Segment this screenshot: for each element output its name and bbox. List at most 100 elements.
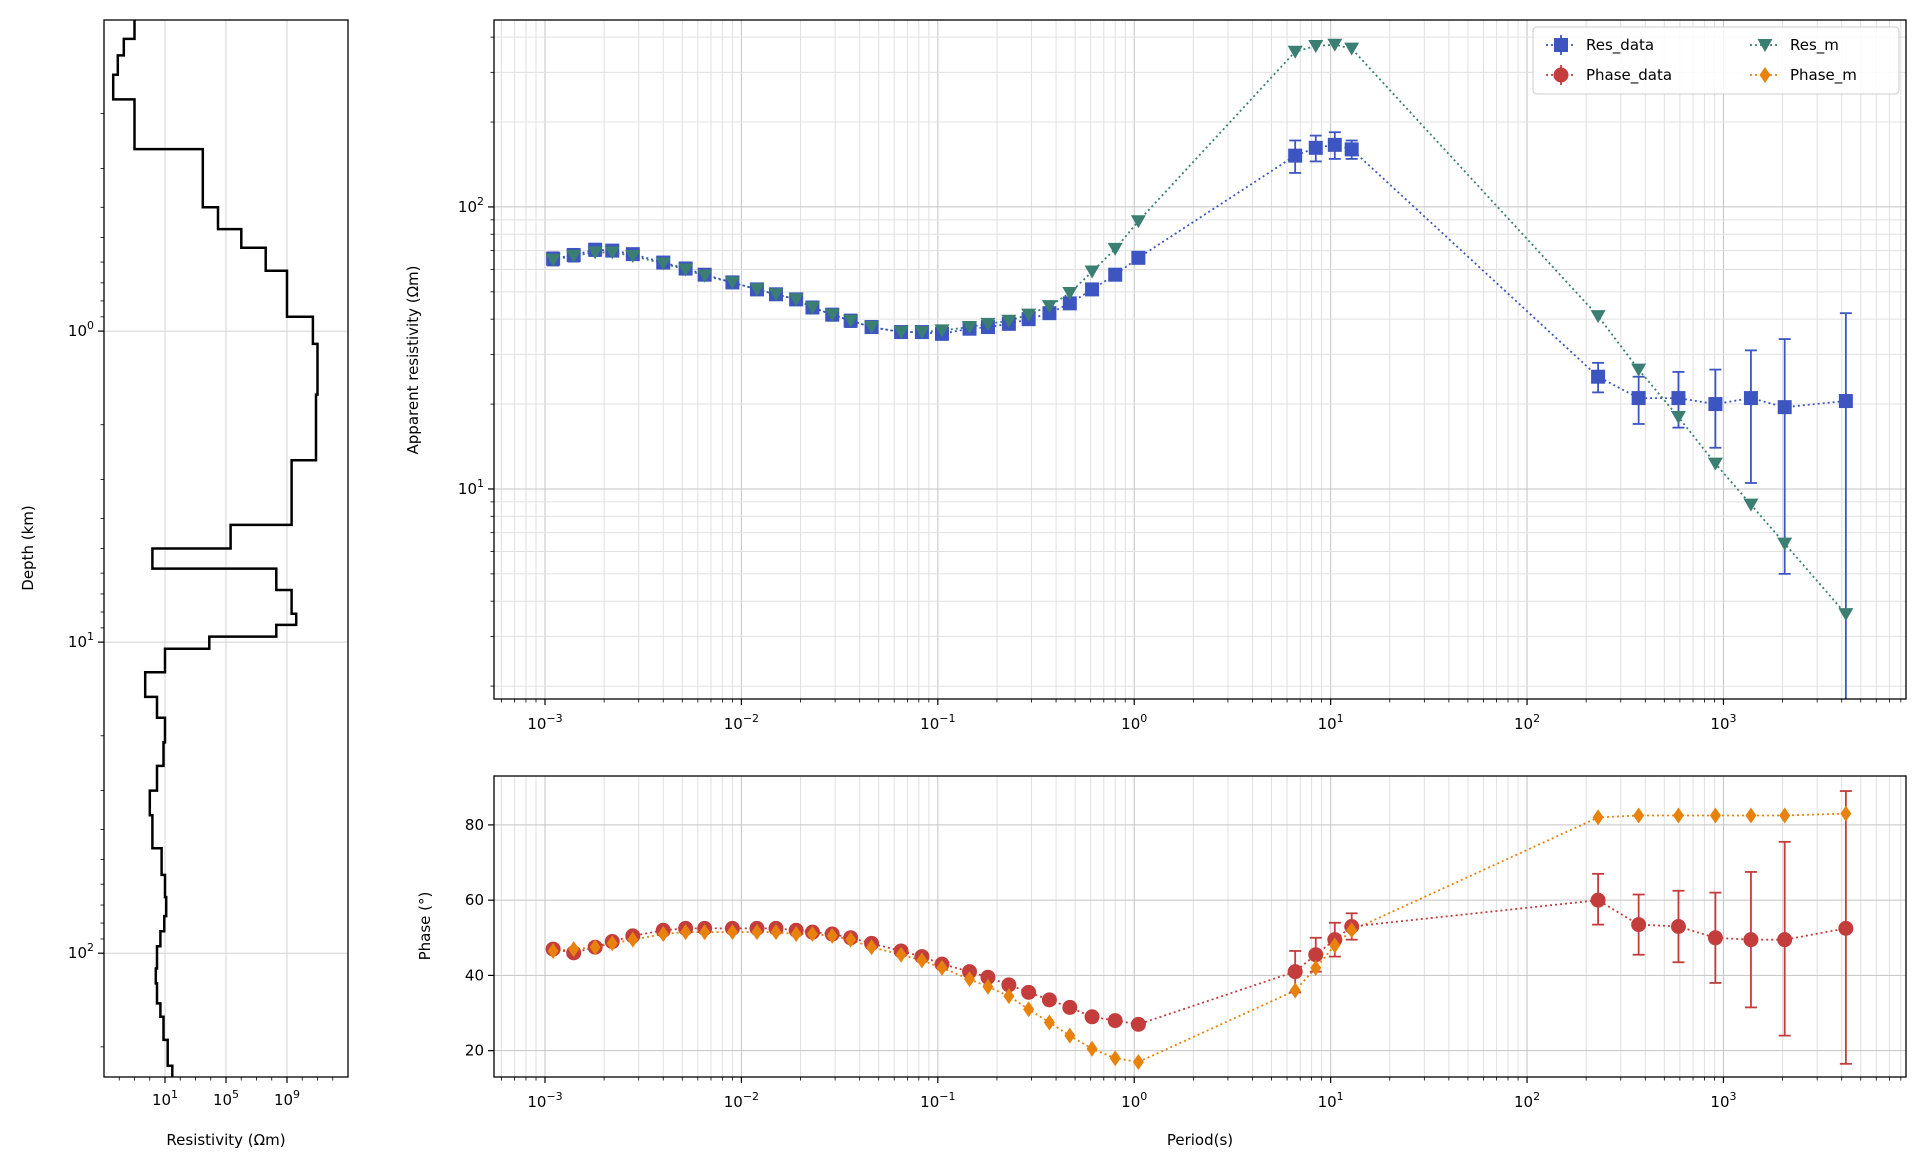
x-tick-label: 103 bbox=[1710, 712, 1736, 733]
res-m-point bbox=[980, 317, 996, 331]
phase-m-point bbox=[806, 926, 818, 943]
res-m-point bbox=[1084, 265, 1100, 279]
x-tick-label-exponent: 2 bbox=[1533, 1090, 1540, 1103]
legend-label: Res_m bbox=[1790, 36, 1839, 55]
phase-m-point bbox=[1109, 1050, 1121, 1067]
phase-m-point bbox=[1289, 982, 1301, 999]
x-tick-label: 101 bbox=[1318, 712, 1344, 733]
legend-marker bbox=[1554, 38, 1568, 52]
phase-data-point bbox=[1084, 1009, 1100, 1025]
x-tick-label-exponent: −1 bbox=[939, 1090, 955, 1103]
phase-m-point bbox=[1310, 959, 1322, 976]
phase-data-point bbox=[1590, 892, 1606, 908]
x-tick-label: 10−1 bbox=[920, 712, 955, 733]
res-m-point bbox=[824, 308, 840, 322]
res-m-point bbox=[1130, 215, 1146, 229]
x-tick-label-exponent: 0 bbox=[1140, 1090, 1147, 1103]
x-tick-label-exponent: −2 bbox=[743, 1090, 759, 1103]
x-tick-label-exponent: 2 bbox=[1533, 712, 1540, 725]
x-tick-label-base: 10 bbox=[1121, 1093, 1140, 1111]
phase-m-point bbox=[1346, 922, 1358, 939]
res-data-point bbox=[1131, 250, 1146, 265]
phase-m-point bbox=[936, 959, 948, 976]
phase-m-point bbox=[657, 926, 669, 943]
legend-label: Res_data bbox=[1586, 36, 1654, 55]
res-m-point bbox=[962, 321, 978, 335]
x-tick-label-base: 10 bbox=[1318, 1093, 1337, 1111]
res-data-point bbox=[1838, 394, 1853, 409]
phase-y-tick-label: 20 bbox=[465, 1042, 484, 1060]
res-m-point bbox=[625, 249, 641, 263]
res-m-point bbox=[1107, 242, 1123, 256]
res-data-point bbox=[1671, 391, 1686, 406]
phase-m-point bbox=[1745, 807, 1757, 824]
res-data-point bbox=[1327, 137, 1342, 152]
legend-label: Phase_data bbox=[1586, 66, 1672, 85]
phase-m-point bbox=[866, 939, 878, 956]
model-y-tick-label-exponent: 0 bbox=[87, 319, 94, 332]
res-data-point bbox=[1743, 391, 1758, 406]
phase-data-point bbox=[980, 969, 996, 985]
phase-m-point bbox=[770, 924, 782, 941]
resistivity-y-tick-label-base: 10 bbox=[458, 198, 477, 216]
model-y-tick-label: 102 bbox=[68, 941, 94, 962]
x-tick-label-base: 10 bbox=[1514, 1093, 1533, 1111]
res-data-point bbox=[1708, 397, 1723, 412]
res-m-point bbox=[566, 249, 582, 263]
phase-plot-area bbox=[545, 790, 1854, 1070]
res-m-point bbox=[804, 301, 820, 315]
x-tick-label-base: 10 bbox=[1710, 715, 1729, 733]
res-m-point bbox=[1631, 363, 1647, 377]
model-y-tick-label-exponent: 1 bbox=[87, 630, 94, 643]
res-m-point bbox=[1308, 40, 1324, 54]
res-m-point bbox=[1590, 310, 1606, 324]
x-tick-label: 102 bbox=[1514, 1090, 1540, 1111]
res-m-point bbox=[1021, 308, 1037, 322]
resistivity-y-tick-label: 102 bbox=[458, 195, 484, 216]
res-m-point bbox=[1001, 314, 1017, 328]
x-tick-label-exponent: 1 bbox=[1337, 1090, 1344, 1103]
phase-m-point bbox=[1064, 1027, 1076, 1044]
phase-m-point bbox=[751, 924, 763, 941]
res-m-point bbox=[788, 293, 804, 307]
phase-frame bbox=[493, 775, 1907, 1078]
phase-data-point bbox=[1021, 984, 1037, 1000]
phase-m-point bbox=[1329, 937, 1341, 954]
x-tick-label-exponent: 1 bbox=[1337, 712, 1344, 725]
res-m-point bbox=[1670, 410, 1686, 424]
phase-m-point bbox=[606, 935, 618, 952]
resistivity-grid bbox=[494, 20, 1906, 699]
model-x-tick-label-base: 10 bbox=[274, 1091, 293, 1109]
phase-m-point bbox=[1633, 807, 1645, 824]
x-tick-label-base: 10 bbox=[724, 715, 743, 733]
phase-m-point bbox=[547, 942, 559, 959]
x-tick-label-base: 10 bbox=[724, 1093, 743, 1111]
res-m-point bbox=[914, 326, 930, 340]
x-tick-label: 10−2 bbox=[724, 712, 759, 733]
legend: Res_data Res_m Phase_data Phase_m bbox=[1532, 26, 1900, 95]
phase-data-point bbox=[1062, 999, 1078, 1015]
phase-m-point bbox=[1840, 805, 1852, 822]
model-x-axis-label: Resistivity (Ωm) bbox=[166, 1131, 285, 1149]
phase-x-axis-label: Period(s) bbox=[1167, 1131, 1233, 1149]
phase-data-point bbox=[1838, 920, 1854, 936]
res-data-point bbox=[1631, 391, 1646, 406]
x-tick-label-base: 10 bbox=[920, 715, 939, 733]
x-tick-label-exponent: 0 bbox=[1140, 712, 1147, 725]
phase-y-axis-label: Phase (°) bbox=[416, 892, 434, 961]
res-m-point bbox=[545, 253, 561, 267]
phase-data-point bbox=[1670, 919, 1686, 934]
legend-item-res-data: Res_data bbox=[1546, 35, 1654, 55]
model-y-axis-label: Depth (km) bbox=[19, 505, 37, 590]
res-m-point bbox=[1743, 498, 1759, 512]
model-x-tick-label-exponent: 1 bbox=[171, 1088, 178, 1101]
res-m-point bbox=[893, 326, 909, 340]
phase-data-point bbox=[1707, 930, 1723, 946]
res-data-point bbox=[1062, 296, 1077, 311]
phase-data-point bbox=[1777, 932, 1793, 948]
model-x-tick-label-exponent: 9 bbox=[293, 1088, 300, 1101]
phase-data-point bbox=[1107, 1013, 1123, 1029]
phase-m-point bbox=[845, 931, 857, 948]
